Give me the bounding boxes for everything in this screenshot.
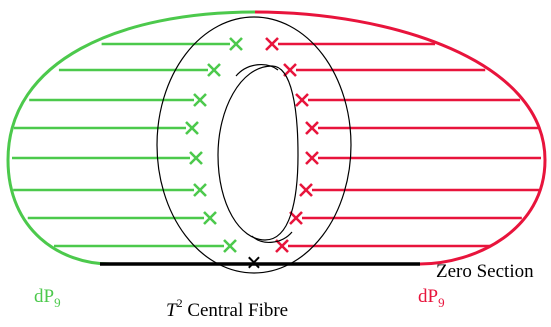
right-fibre-marker <box>289 211 303 225</box>
right-fibre-marker <box>305 151 319 165</box>
left-fibre-marker <box>193 183 207 197</box>
right-arrow-group <box>265 37 541 253</box>
central-fibre-exponent: 2 <box>177 296 183 310</box>
right-fibre-marker <box>305 121 319 135</box>
right-fibre-marker <box>299 183 313 197</box>
left-half-ellipse <box>6 10 256 266</box>
central-fibre-marker: × <box>246 248 262 279</box>
left-fibre-marker <box>207 63 221 77</box>
left-dp-subscript: 9 <box>54 295 61 310</box>
right-fibre-marker <box>265 37 279 51</box>
left-fibre-marker <box>189 151 203 165</box>
right-dp-subscript: 9 <box>438 295 445 310</box>
left-fibre-marker <box>229 37 243 51</box>
right-fibre-marker <box>275 239 289 253</box>
right-fibre-marker <box>283 63 297 77</box>
zero-section-label: Zero Section <box>436 261 534 282</box>
right-half-ellipse <box>254 10 547 266</box>
left-fibre-marker <box>223 239 237 253</box>
central-fibre-label: T2 Central Fibre <box>166 296 288 321</box>
right-dp-text: dP <box>418 286 438 307</box>
left-dp9-label: dP9 <box>34 286 61 310</box>
torus-inner-hole <box>217 65 299 241</box>
left-arrow-group <box>12 37 243 253</box>
right-dp9-label: dP9 <box>418 286 445 310</box>
left-fibre-marker <box>193 93 207 107</box>
left-fibre-marker <box>185 121 199 135</box>
left-fibre-marker <box>203 211 217 225</box>
central-fibre-T: T <box>166 300 178 321</box>
right-fibre-marker <box>295 93 309 107</box>
torus-hole-bottom-curve <box>251 231 293 243</box>
torus-hole-top-curve <box>235 64 279 77</box>
torus-outer-ellipse <box>156 16 352 274</box>
central-fibre-text: Central Fibre <box>183 300 289 321</box>
left-dp-text: dP <box>34 286 54 307</box>
